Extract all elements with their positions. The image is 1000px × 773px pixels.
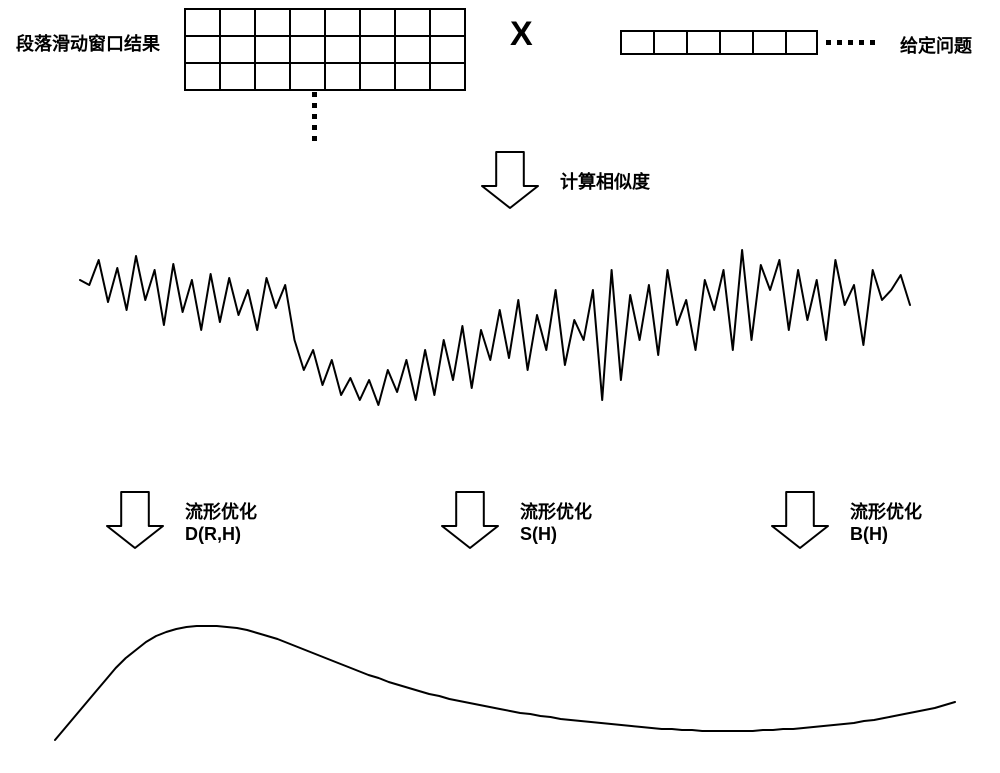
label-given-question: 给定问题 xyxy=(900,32,972,58)
vector-ellipsis xyxy=(826,40,875,45)
arrow-opt2 xyxy=(440,490,500,550)
vector-grid xyxy=(620,30,818,55)
matrix-ellipsis xyxy=(312,92,317,141)
multiply-symbol: X xyxy=(510,15,533,54)
label-opt3: 流形优化 B(H) xyxy=(850,498,922,545)
signal-smooth xyxy=(55,620,955,750)
matrix-grid xyxy=(184,8,466,91)
label-sliding-window: 段落滑动窗口结果 xyxy=(16,30,160,56)
label-opt2: 流形优化 S(H) xyxy=(520,498,592,545)
signal-noisy xyxy=(80,230,910,440)
label-step1: 计算相似度 xyxy=(560,168,650,194)
arrow-opt1 xyxy=(105,490,165,550)
label-opt1: 流形优化 D(R,H) xyxy=(185,498,257,545)
arrow-step1 xyxy=(480,150,540,210)
arrow-opt3 xyxy=(770,490,830,550)
